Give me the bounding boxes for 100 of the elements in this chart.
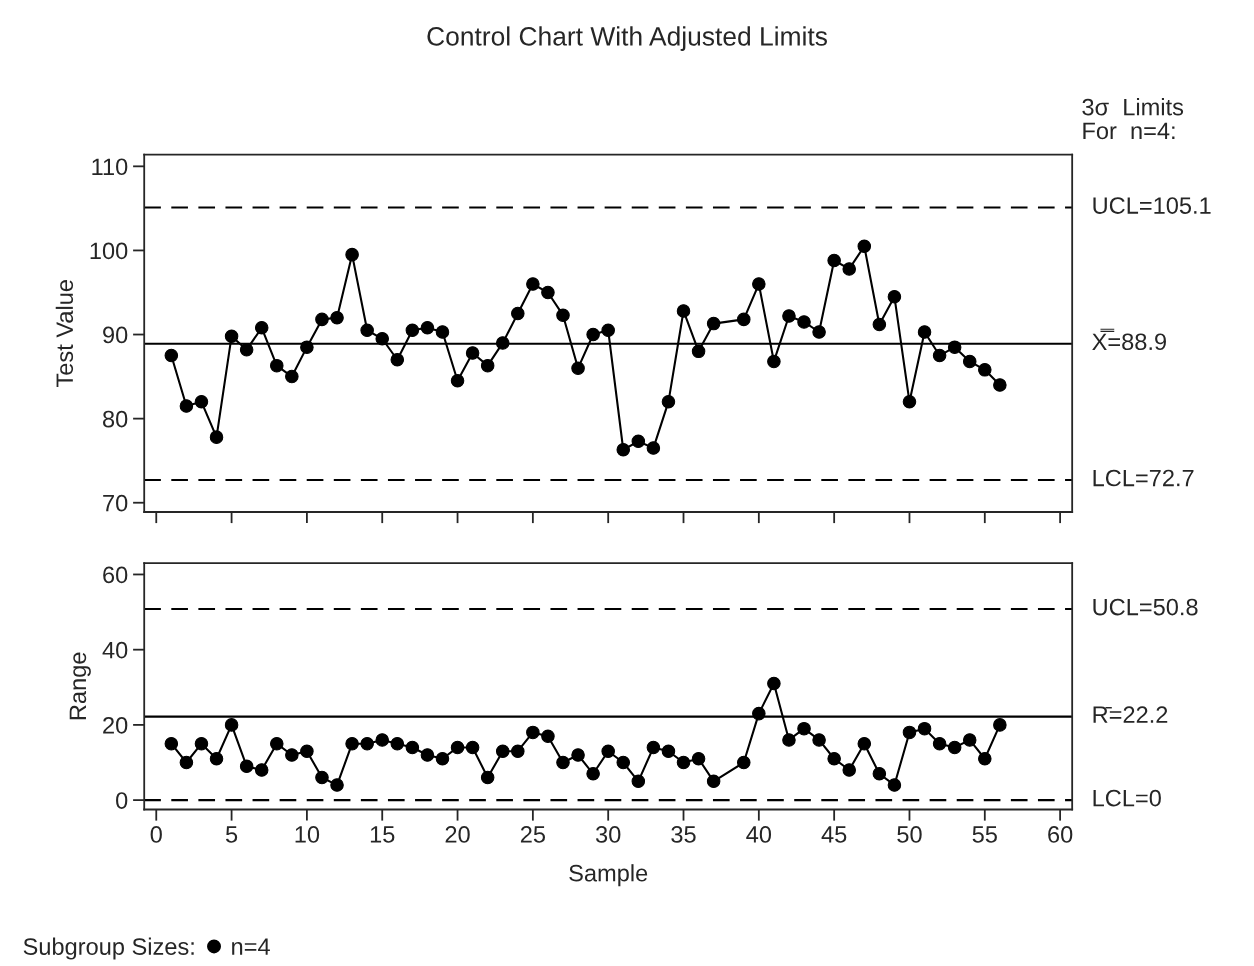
y-tick-label: 110 <box>92 158 128 176</box>
y-tick-label: 90 <box>103 326 128 344</box>
x-tick-label: 40 <box>746 826 772 843</box>
point <box>556 308 570 322</box>
point <box>390 736 405 751</box>
point <box>315 312 329 327</box>
point <box>586 767 600 781</box>
ref-line-label: R̄=22.2 <box>1093 706 1168 723</box>
point <box>661 744 676 758</box>
ref-line-label: X̿=88.9 <box>1092 328 1166 351</box>
point <box>571 748 585 762</box>
point <box>345 736 359 751</box>
point <box>526 277 540 291</box>
point <box>390 352 405 367</box>
point <box>676 304 691 318</box>
x-tick-label: 60 <box>1048 826 1073 843</box>
point <box>857 736 872 751</box>
ref-line-label: LCL=72.7 <box>1093 469 1194 487</box>
point <box>465 740 480 755</box>
point <box>631 434 646 449</box>
x-axis-title: Sample <box>569 864 648 887</box>
point <box>601 323 615 338</box>
point <box>541 729 555 743</box>
point <box>842 763 856 777</box>
point <box>480 770 495 785</box>
point <box>179 755 194 770</box>
point <box>706 774 721 789</box>
chart-title: Control Chart With Adjusted Limits <box>427 26 827 51</box>
point <box>752 277 766 291</box>
point <box>797 721 811 736</box>
point <box>932 736 947 751</box>
point <box>254 321 269 335</box>
y-tick-label: 70 <box>103 494 128 512</box>
point <box>315 770 329 785</box>
y-tick-label: 0 <box>116 792 128 809</box>
point <box>812 733 826 747</box>
x-tick-label: 20 <box>445 826 470 843</box>
point <box>797 315 811 329</box>
point <box>465 346 480 360</box>
x-tick-label: 35 <box>671 826 696 843</box>
point <box>978 751 992 766</box>
point <box>270 358 284 373</box>
x-tick-label: 45 <box>821 826 847 843</box>
point <box>917 721 932 736</box>
x-tick-label: 25 <box>520 826 546 843</box>
x-tick-label: 50 <box>897 826 922 843</box>
point <box>947 740 962 755</box>
point <box>706 316 721 331</box>
point <box>737 312 751 327</box>
point <box>902 395 917 409</box>
point <box>209 430 224 444</box>
point <box>646 441 661 455</box>
y-axis-title: Test Value <box>55 280 74 387</box>
x-tick-label: 55 <box>972 826 997 843</box>
point <box>691 344 706 359</box>
point <box>224 329 239 343</box>
x-tick-label: 30 <box>595 826 621 843</box>
y-tick-label: 80 <box>103 410 128 428</box>
point <box>616 755 631 770</box>
point <box>285 748 299 762</box>
point <box>993 378 1007 392</box>
point <box>511 306 525 321</box>
y-axis-title: Range <box>69 652 91 720</box>
point <box>782 733 796 747</box>
point <box>209 751 224 766</box>
ref-line-label: UCL=105.1 <box>1093 197 1211 214</box>
point <box>993 718 1007 732</box>
point <box>767 676 781 691</box>
point <box>164 348 179 363</box>
point <box>767 354 781 369</box>
point <box>480 358 495 373</box>
point <box>405 740 420 755</box>
point <box>495 744 510 758</box>
point <box>541 285 555 300</box>
point <box>300 744 314 758</box>
point <box>435 325 450 339</box>
point <box>239 759 254 774</box>
point <box>224 718 239 732</box>
point <box>917 325 932 339</box>
point <box>450 740 465 755</box>
point <box>194 395 209 409</box>
point <box>450 374 465 388</box>
point <box>254 763 269 777</box>
point <box>194 736 209 751</box>
y-tick-label: 40 <box>102 641 128 659</box>
point <box>962 733 977 747</box>
point <box>978 363 992 377</box>
y-tick-label: 60 <box>103 566 128 584</box>
point <box>661 395 676 409</box>
point <box>360 323 374 338</box>
ref-line-label: UCL=50.8 <box>1093 598 1198 616</box>
point <box>962 354 977 369</box>
text: 3σ Limits For n=4: <box>1082 98 1184 140</box>
point <box>420 321 435 335</box>
point <box>691 751 706 766</box>
point <box>812 325 826 339</box>
x-tick-label: 0 <box>150 826 162 843</box>
point <box>435 751 450 766</box>
point <box>420 748 435 762</box>
point <box>857 239 872 253</box>
